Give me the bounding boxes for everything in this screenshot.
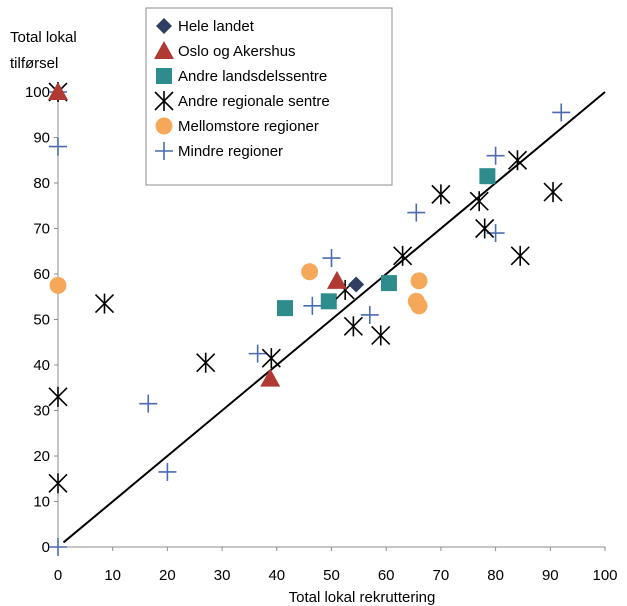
data-point-plus xyxy=(49,137,67,156)
x-tick-label: 70 xyxy=(433,567,450,584)
legend-marker-triangle xyxy=(154,41,174,59)
data-point-plus xyxy=(360,305,379,324)
y-tick-label: 70 xyxy=(33,221,50,238)
data-point-asterisk xyxy=(196,352,216,373)
y-tick-label: 100 xyxy=(25,84,50,101)
legend-label: Mindre regioner xyxy=(178,143,283,160)
data-point-diamond xyxy=(348,276,365,293)
data-point-square xyxy=(479,168,496,185)
data-point-asterisk xyxy=(48,473,68,494)
data-point-asterisk xyxy=(475,218,495,239)
data-point-square xyxy=(277,300,294,317)
y-tick-label: 30 xyxy=(33,403,50,420)
data-point-circle xyxy=(410,297,428,315)
data-point-plus xyxy=(49,538,67,556)
data-point-asterisk xyxy=(94,293,115,314)
data-point-asterisk xyxy=(507,150,528,171)
data-point-asterisk xyxy=(510,245,530,266)
y-axis-title-line-2: tilførsel xyxy=(10,55,58,72)
data-point-circle xyxy=(301,263,319,281)
data-point-triangle xyxy=(260,368,281,387)
legend-label: Andre regionale sentre xyxy=(178,93,330,110)
data-point-triangle xyxy=(48,82,68,100)
data-points xyxy=(48,82,571,556)
y-axis-title-line-1: Total lokal xyxy=(10,29,77,46)
x-tick-label: 20 xyxy=(159,567,176,584)
legend-marker-asterisk xyxy=(154,91,174,111)
data-point-plus xyxy=(303,296,322,315)
x-tick-label: 10 xyxy=(104,567,121,584)
x-tick-label: 100 xyxy=(592,567,617,584)
y-tick-label: 80 xyxy=(33,175,50,192)
data-point-plus xyxy=(158,462,177,481)
y-tick-label: 20 xyxy=(33,448,50,465)
legend-label: Hele landet xyxy=(178,18,255,35)
data-point-circle xyxy=(410,272,428,290)
x-axis-title: Total lokal rekruttering xyxy=(289,589,436,606)
data-point-square xyxy=(320,293,337,310)
y-tick-label: 40 xyxy=(33,357,50,374)
data-point-plus xyxy=(407,203,426,222)
legend-label: Andre landsdelssentre xyxy=(178,68,327,85)
data-point-asterisk xyxy=(48,386,68,407)
data-point-plus xyxy=(322,249,341,268)
data-point-asterisk xyxy=(393,245,413,266)
data-point-asterisk xyxy=(343,316,363,337)
y-tick-label: 90 xyxy=(33,130,50,147)
data-point-plus xyxy=(552,103,571,122)
data-point-asterisk xyxy=(543,182,563,203)
data-point-asterisk xyxy=(469,191,489,212)
y-tick-label: 60 xyxy=(33,266,50,283)
y-tick-label: 10 xyxy=(33,494,50,511)
data-point-asterisk xyxy=(371,325,391,346)
x-tick-label: 90 xyxy=(542,567,559,584)
data-point-plus xyxy=(139,394,158,413)
x-tick-label: 0 xyxy=(54,567,62,584)
legend-label: Mellomstore regioner xyxy=(178,118,319,135)
legend-marker-plus xyxy=(155,142,173,160)
x-tick-label: 40 xyxy=(268,567,285,584)
data-point-triangle xyxy=(326,270,347,289)
data-point-asterisk xyxy=(261,348,281,369)
legend: Hele landet Oslo og Akershus Andre landsde… xyxy=(145,7,393,186)
y-tick-labels: 0 10 20 30 40 50 60 70 80 90 100 xyxy=(25,84,58,556)
x-tick-label: 60 xyxy=(378,567,395,584)
legend-box xyxy=(145,7,393,186)
data-point-square xyxy=(380,275,397,292)
data-point-plus xyxy=(486,146,505,165)
legend-marker-circle xyxy=(155,117,173,135)
data-point-circle xyxy=(49,276,67,294)
y-tick-label: 0 xyxy=(42,539,50,556)
x-tick-label: 30 xyxy=(214,567,231,584)
x-tick-label: 50 xyxy=(323,567,340,584)
x-tick-labels: 0 10 20 30 40 50 60 70 80 90 100 xyxy=(54,547,618,584)
legend-marker-diamond xyxy=(156,18,172,34)
data-point-plus xyxy=(248,344,267,363)
x-tick-label: 80 xyxy=(487,567,504,584)
legend-marker-square xyxy=(156,68,172,84)
reference-line xyxy=(62,91,606,544)
reference-line-group xyxy=(62,91,606,544)
legend-label: Oslo og Akershus xyxy=(178,43,296,60)
data-point-asterisk xyxy=(431,184,451,205)
y-tick-label: 50 xyxy=(33,312,50,329)
